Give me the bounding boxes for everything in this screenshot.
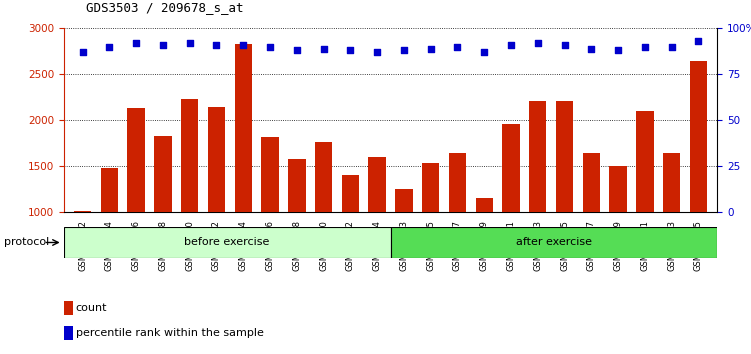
Bar (234, 44, 252, 212)
Bar (342, 175, 359, 212)
Bar (636, 111, 653, 212)
Bar (288, 159, 306, 212)
Point (692, 38, 704, 44)
Bar (556, 101, 573, 212)
Point (318, 46, 330, 51)
Bar (475, 198, 493, 212)
Bar (369, 157, 386, 212)
Point (612, 47, 624, 53)
Bar (663, 153, 680, 212)
Point (665, 44, 677, 50)
Point (184, 40, 196, 46)
Bar (395, 189, 412, 212)
Point (639, 44, 651, 50)
Point (559, 42, 571, 48)
Text: percentile rank within the sample: percentile rank within the sample (76, 328, 264, 338)
Point (585, 46, 597, 51)
Point (77, 50, 89, 55)
Text: before exercise: before exercise (185, 238, 270, 247)
Bar (74, 211, 92, 212)
Point (398, 47, 410, 53)
Text: count: count (76, 303, 107, 313)
Bar (101, 168, 118, 212)
Point (532, 40, 544, 46)
Point (505, 42, 517, 48)
Point (451, 44, 463, 50)
Point (478, 50, 490, 55)
Point (264, 44, 276, 50)
Bar (315, 142, 332, 212)
Point (130, 40, 142, 46)
Point (104, 44, 116, 50)
Bar (391, 227, 717, 258)
Bar (529, 101, 547, 212)
Bar (64, 227, 391, 258)
Bar (609, 166, 627, 212)
Bar (208, 107, 225, 212)
Bar (154, 136, 172, 212)
Point (345, 47, 357, 53)
Bar (689, 61, 707, 212)
Text: after exercise: after exercise (516, 238, 592, 247)
Bar (128, 108, 145, 212)
Bar (422, 163, 439, 212)
Bar (583, 153, 600, 212)
Text: protocol: protocol (4, 238, 49, 247)
Text: GDS3503 / 209678_s_at: GDS3503 / 209678_s_at (86, 1, 244, 14)
Bar (502, 124, 520, 212)
Bar (181, 99, 198, 212)
Point (210, 42, 222, 48)
Bar (261, 137, 279, 212)
Point (157, 42, 169, 48)
Point (291, 47, 303, 53)
Bar (449, 154, 466, 212)
Point (371, 50, 383, 55)
Point (237, 42, 249, 48)
Point (424, 46, 436, 51)
